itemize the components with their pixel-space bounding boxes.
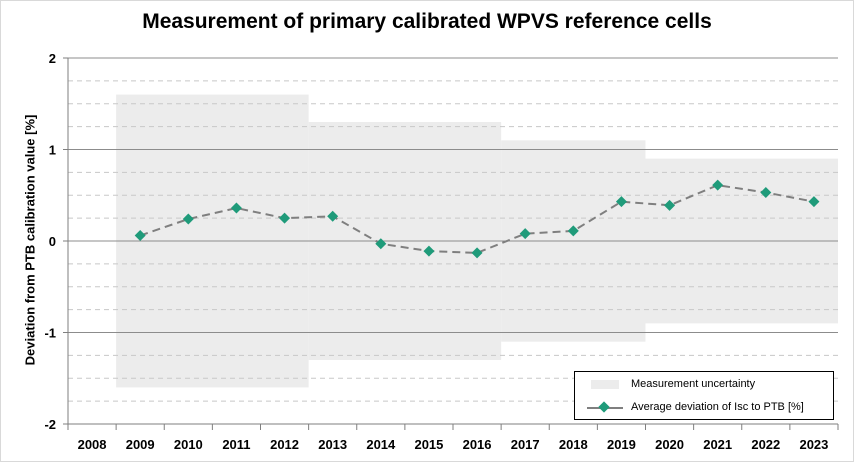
- x-tick-label: 2017: [511, 437, 540, 452]
- x-tick-label: 2013: [318, 437, 347, 452]
- data-point-2019: [615, 196, 627, 208]
- grid: [68, 57, 838, 402]
- x-tick-label: 2011: [222, 437, 250, 452]
- data-point-2015: [423, 245, 435, 257]
- y-tick-label: 0: [49, 234, 56, 249]
- data-point-2009: [134, 230, 146, 242]
- x-tick-label: 2010: [174, 437, 203, 452]
- diamond-marker-icon: [598, 401, 610, 413]
- legend: Measurement uncertainty Average deviatio…: [574, 371, 834, 420]
- data-point-2023: [808, 196, 820, 208]
- y-tick-label: 1: [49, 143, 56, 158]
- y-tick-label: 2: [49, 51, 56, 66]
- x-tick-label: 2015: [414, 437, 443, 452]
- data-point-2021: [712, 179, 724, 191]
- data-point-2012: [279, 212, 291, 224]
- y-tick-labels: 2 1 0 -1 -2: [44, 51, 56, 432]
- x-tick-label: 2012: [270, 437, 299, 452]
- legend-item-uncertainty: Measurement uncertainty: [575, 376, 833, 394]
- legend-label-uncertainty: Measurement uncertainty: [631, 378, 756, 390]
- data-point-2011: [230, 202, 242, 214]
- data-point-2014: [375, 238, 387, 250]
- x-tick-label: 2008: [78, 437, 107, 452]
- x-tick-labels: 2008 2009 2010 2011 2012 2013 2014 2015 2016 2017…: [78, 437, 829, 452]
- series-line-0: [139, 184, 815, 254]
- y-tick-label: -2: [44, 417, 56, 432]
- data-point-2022: [760, 187, 772, 199]
- data-point-2017: [519, 228, 531, 240]
- x-tick-label: 2009: [126, 437, 155, 452]
- x-tick-label: 2018: [559, 437, 588, 452]
- legend-label-deviation: Average deviation of Isc to PTB [%]: [631, 401, 804, 413]
- legend-swatch-uncertainty: [591, 380, 619, 389]
- x-tick-label: 2022: [751, 437, 780, 452]
- x-tick-label: 2019: [607, 437, 636, 452]
- y-tick-label: -1: [44, 326, 56, 341]
- data-point-2016: [471, 247, 483, 259]
- data-point-2010: [182, 213, 194, 225]
- x-tick-label: 2020: [655, 437, 684, 452]
- axes: [63, 57, 839, 430]
- x-tick-label: 2021: [703, 437, 732, 452]
- x-tick-label: 2023: [799, 437, 828, 452]
- data-point-2013: [327, 210, 339, 222]
- chart-title: Measurement of primary calibrated WPVS r…: [142, 10, 712, 33]
- x-tick-label: 2014: [366, 437, 396, 452]
- x-tick-label: 2016: [463, 437, 492, 452]
- data-point-2020: [664, 199, 676, 211]
- legend-item-deviation: Average deviation of Isc to PTB [%]: [575, 399, 833, 417]
- data-point-2018: [567, 225, 579, 237]
- series: [134, 179, 820, 259]
